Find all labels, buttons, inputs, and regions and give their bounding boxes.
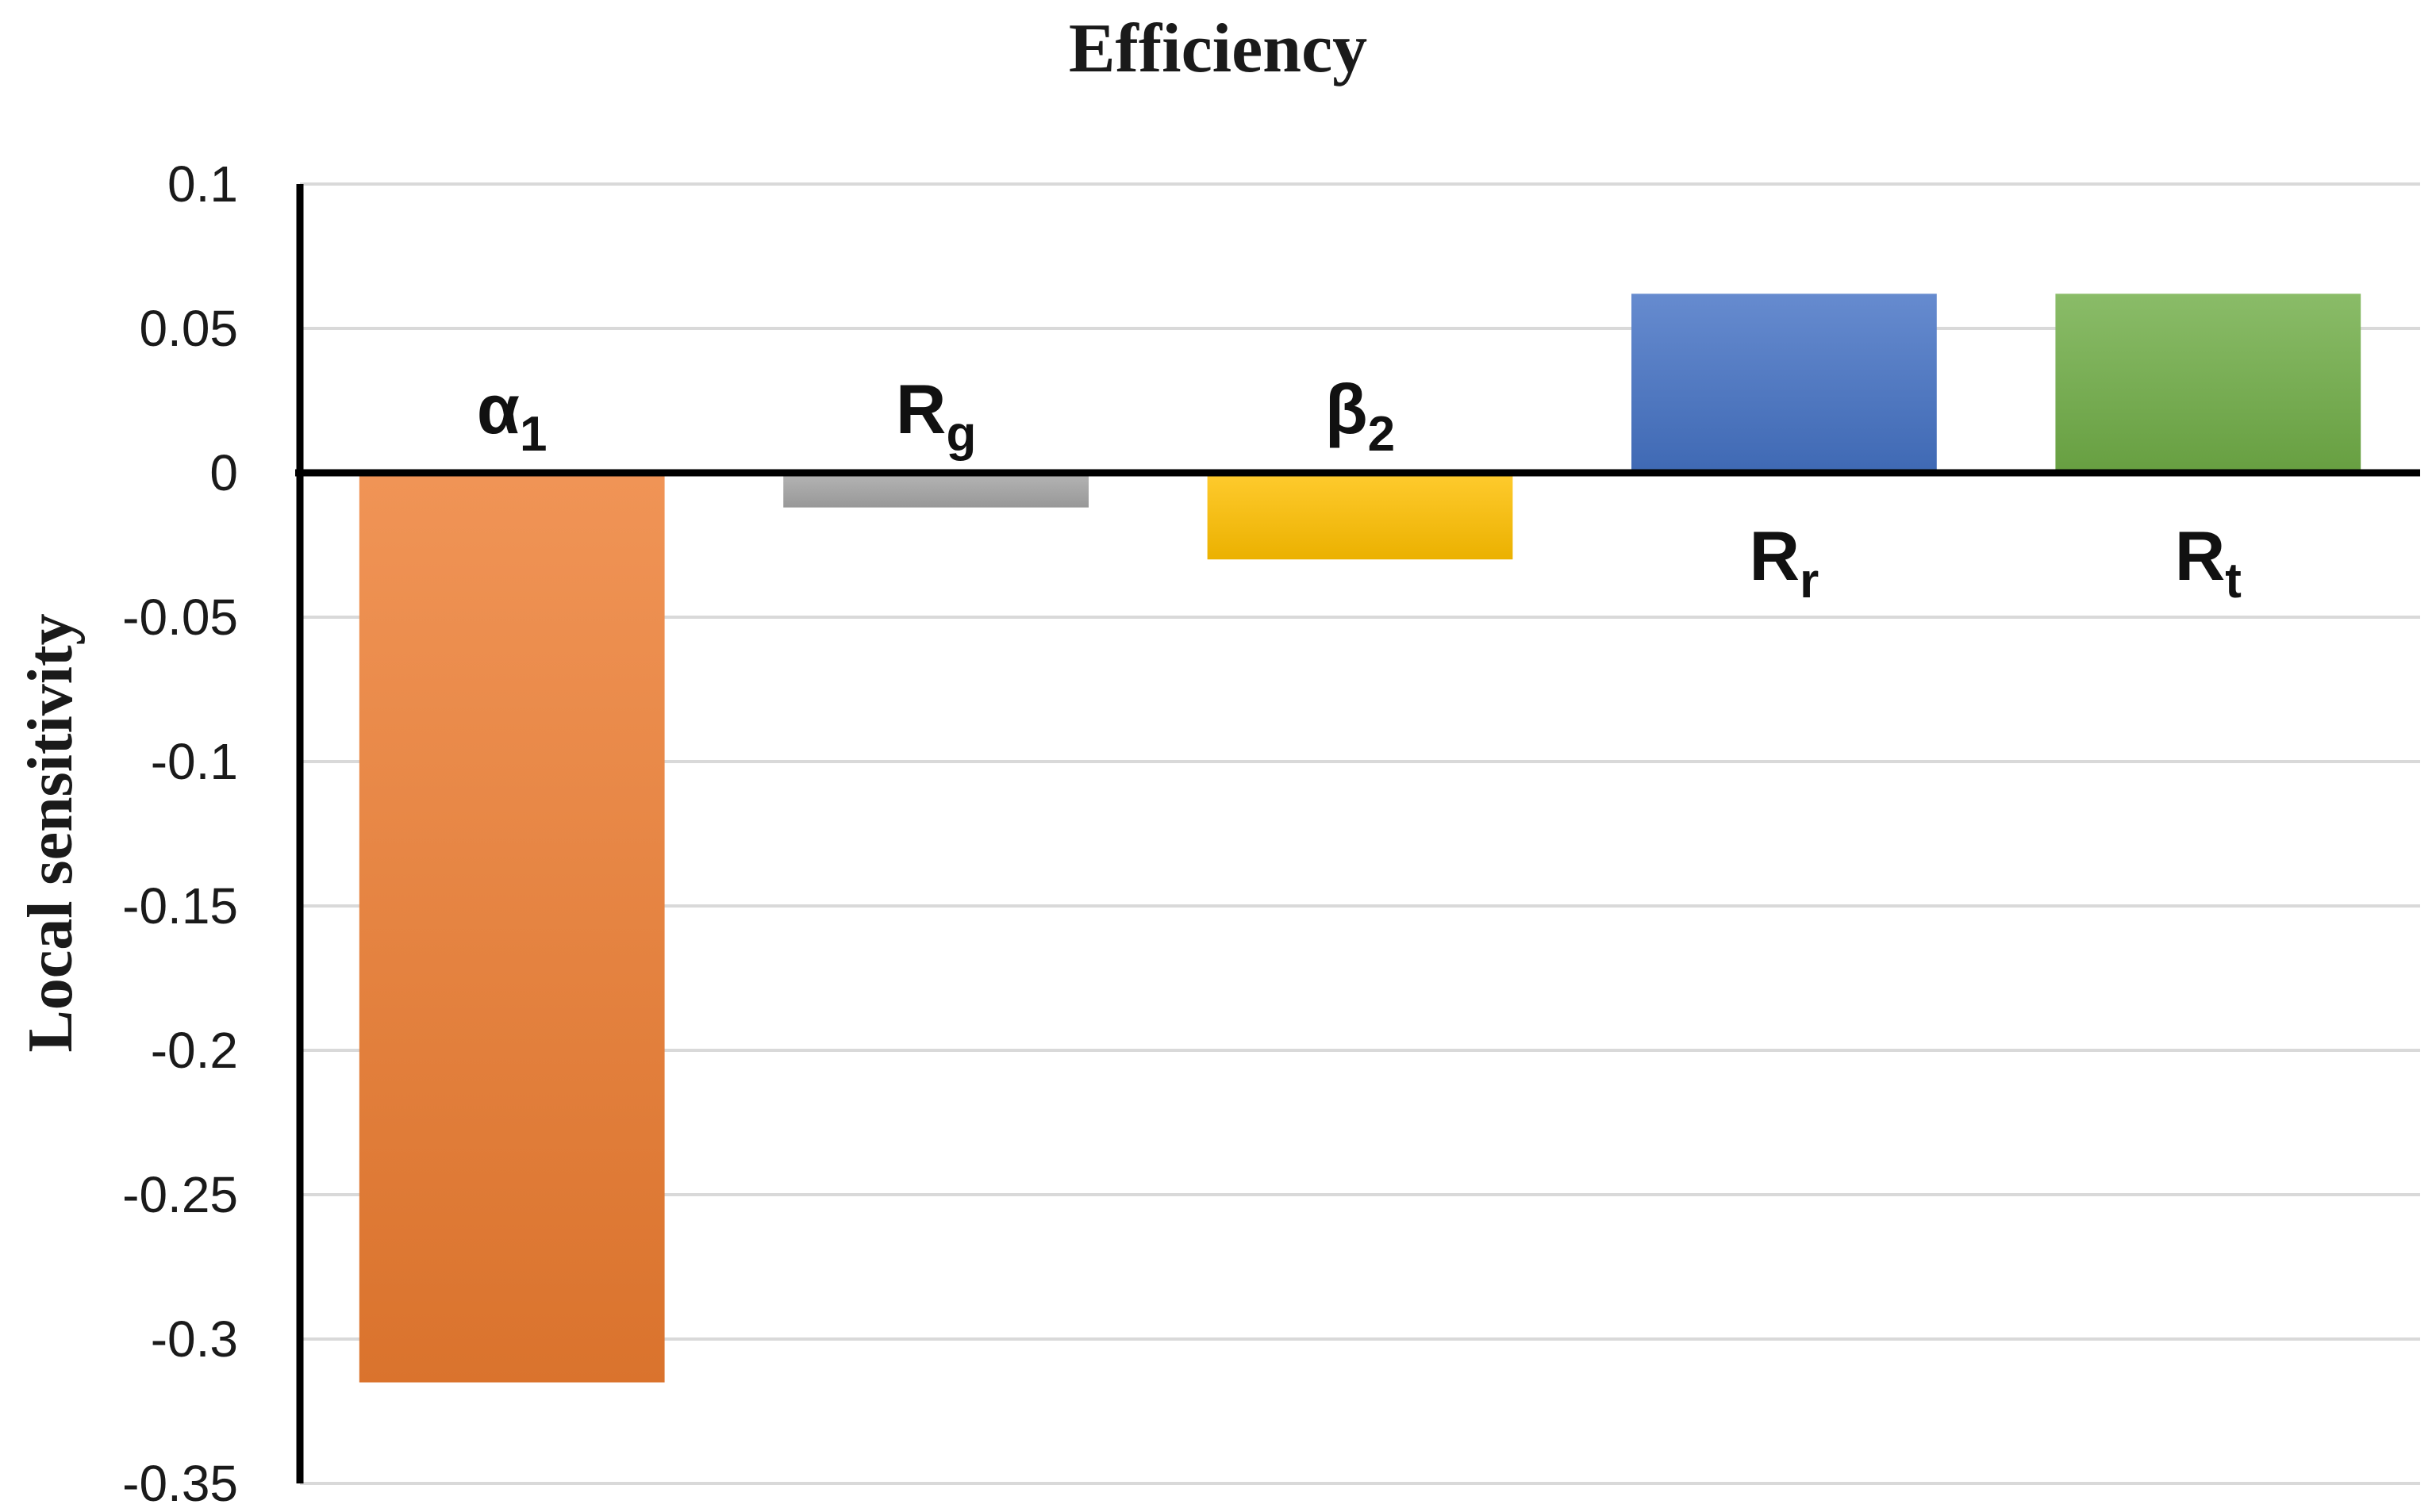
y-tick-label: 0.05 <box>139 300 238 357</box>
y-tick-label: -0.35 <box>122 1455 238 1512</box>
y-tick-label: -0.25 <box>122 1166 238 1223</box>
category-label-base: α <box>477 370 520 448</box>
bar <box>1207 473 1513 560</box>
category-label: Rt <box>2175 516 2242 608</box>
category-label-subscript: 1 <box>520 407 547 462</box>
category-label: Rg <box>896 370 976 462</box>
y-tick-label: -0.1 <box>151 733 238 790</box>
bar <box>1631 294 1937 473</box>
category-label-base: R <box>896 370 947 448</box>
category-label-subscript: r <box>1800 554 1819 608</box>
y-tick-label: 0.1 <box>167 155 238 213</box>
chart-title: Efficiency <box>1069 10 1367 87</box>
y-tick-labels: 0.1 0.05 0 -0.05 -0.1 -0.15 -0.2 -0.25 -0.3 -0.35 <box>122 155 238 1512</box>
bar <box>783 473 1089 508</box>
category-label: β2 <box>1325 370 1395 462</box>
bar <box>359 473 665 1383</box>
y-tick-label: -0.3 <box>151 1311 238 1368</box>
category-label-base: R <box>2175 516 2226 595</box>
category-label: α1 <box>477 370 548 462</box>
y-tick-label: -0.15 <box>122 877 238 934</box>
y-tick-label: -0.2 <box>151 1022 238 1079</box>
y-axis-label: Local sensitivity <box>16 613 86 1052</box>
axes <box>295 184 2420 1483</box>
category-label-subscript: t <box>2225 554 2242 608</box>
category-label-base: β <box>1325 370 1368 448</box>
bar <box>2055 294 2361 473</box>
category-label-subscript: g <box>946 407 976 462</box>
y-tick-label: 0 <box>209 444 238 501</box>
category-label-subscript: 2 <box>1368 407 1395 462</box>
category-label: Rr <box>1750 516 1819 608</box>
bars <box>359 294 2361 1383</box>
category-label-base: R <box>1750 516 1800 595</box>
y-tick-label: -0.05 <box>122 589 238 646</box>
